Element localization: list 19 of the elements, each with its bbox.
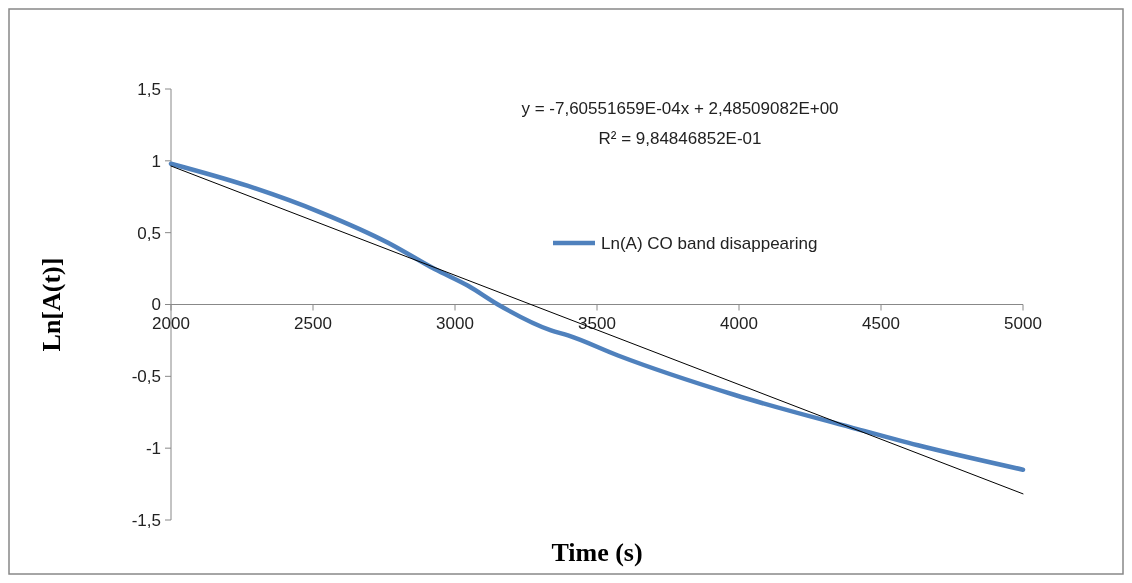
y-tick-label: -1	[145, 439, 161, 459]
x-tick-label: 5000	[1004, 313, 1042, 333]
y-tick-label: -1,5	[131, 510, 161, 530]
x-tick-label: 2500	[294, 313, 332, 333]
annotation: y = -7,60551659E-04x + 2,48509082E+00	[521, 99, 839, 118]
annotation: R² = 9,84846852E-01	[598, 129, 762, 148]
x-tick-label: 3500	[578, 313, 616, 333]
y-tick-label: 1,5	[137, 79, 161, 99]
x-tick-label: 3000	[436, 313, 474, 333]
y-tick-label: 0,5	[137, 223, 161, 243]
x-tick-label: 2000	[152, 313, 190, 333]
x-axis-title: Time (s)	[551, 538, 643, 567]
y-tick-label: 1	[151, 151, 161, 171]
y-tick-label: 0	[151, 295, 161, 315]
x-tick-label: 4500	[862, 313, 900, 333]
x-tick-label: 4000	[720, 313, 758, 333]
legend-label: Ln(A) CO band disappearing	[601, 233, 818, 253]
y-tick-label: -0,5	[131, 367, 161, 387]
y-axis-title: Ln[A(t)]	[37, 257, 66, 352]
